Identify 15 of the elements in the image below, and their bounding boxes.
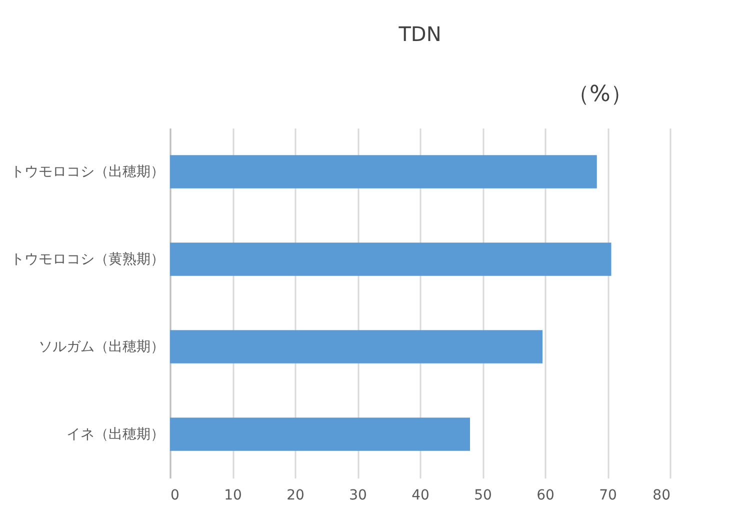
x-tick-label: 50 bbox=[474, 488, 492, 504]
y-tick-label: トウモロコシ（出穂期） bbox=[10, 164, 164, 180]
x-tick-label: 80 bbox=[652, 488, 670, 504]
x-tick-label: 70 bbox=[599, 488, 617, 504]
chart-title: TDN bbox=[398, 22, 442, 46]
y-tick-label: ソルガム（出穂期） bbox=[38, 338, 164, 355]
y-tick-label: トウモロコシ（黄熟期） bbox=[10, 251, 164, 268]
x-tick-label: 20 bbox=[286, 488, 304, 504]
x-tick-label: 60 bbox=[536, 488, 554, 504]
x-tick-label: 0 bbox=[170, 488, 180, 504]
text: （%） bbox=[568, 82, 632, 107]
y-tick-label: イネ（出穂期） bbox=[66, 426, 164, 442]
x-tick-label: 10 bbox=[224, 488, 242, 504]
x-tick-label: 40 bbox=[412, 488, 430, 504]
x-tick-label: 30 bbox=[349, 488, 367, 504]
